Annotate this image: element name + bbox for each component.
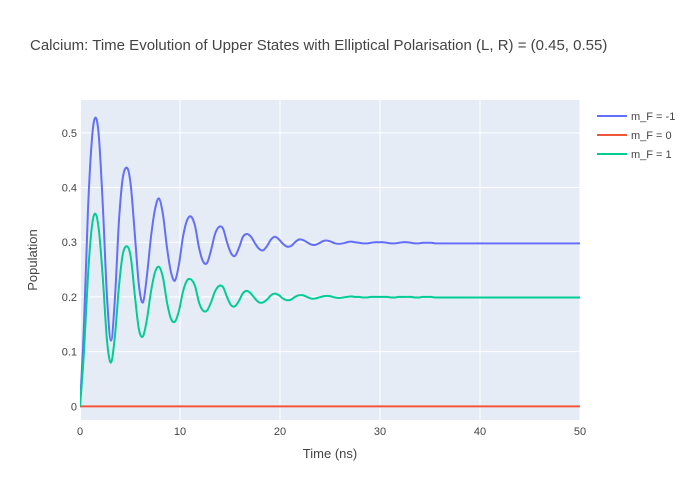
legend[interactable]: m_F = -1 m_F = 0 m_F = 1 <box>597 111 675 161</box>
series-line-0 <box>80 116 580 407</box>
y-tick-label: 0.2 <box>62 292 77 304</box>
legend-label: m_F = 0 <box>631 130 672 142</box>
x-tick-label: 30 <box>374 426 386 438</box>
legend-label: m_F = 1 <box>631 149 672 161</box>
x-tick-label: 0 <box>77 426 83 438</box>
x-tick-label: 50 <box>574 426 586 438</box>
y-tick-label: 0 <box>71 401 77 413</box>
plot-area <box>80 100 580 420</box>
y-tick-label: 0.5 <box>62 128 77 140</box>
grid-lines <box>80 100 581 420</box>
x-axis-ticks: 0 10 20 30 40 50 <box>77 426 586 438</box>
series-line-2 <box>80 212 580 407</box>
y-axis-title: Population <box>25 229 40 290</box>
y-tick-label: 0.3 <box>62 237 77 249</box>
legend-item-0[interactable]: m_F = -1 <box>597 111 675 123</box>
series-layer <box>80 116 580 408</box>
x-tick-label: 10 <box>174 426 186 438</box>
y-axis-ticks: 0 0.1 0.2 0.3 0.4 0.5 <box>62 128 77 414</box>
x-tick-label: 20 <box>274 426 286 438</box>
y-tick-label: 0.1 <box>62 347 77 359</box>
x-axis-title: Time (ns) <box>303 446 357 461</box>
chart-title: Calcium: Time Evolution of Upper States … <box>30 37 607 54</box>
legend-item-1[interactable]: m_F = 0 <box>597 130 672 142</box>
x-tick-label: 40 <box>474 426 486 438</box>
y-tick-label: 0.4 <box>62 183 77 195</box>
legend-label: m_F = -1 <box>631 111 675 123</box>
legend-item-2[interactable]: m_F = 1 <box>597 149 672 161</box>
